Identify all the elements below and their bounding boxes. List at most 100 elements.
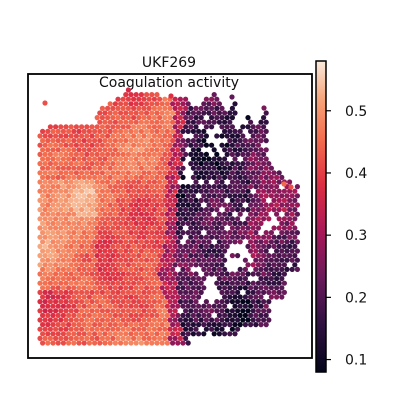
spot — [149, 193, 155, 199]
spot — [71, 285, 77, 291]
spot — [206, 101, 212, 107]
spot — [112, 110, 118, 116]
spot — [235, 170, 241, 176]
spot — [53, 262, 59, 268]
spot — [235, 161, 241, 167]
spot — [102, 119, 108, 125]
spot — [177, 161, 183, 167]
spot — [164, 220, 170, 226]
spot — [112, 119, 118, 125]
spot — [112, 230, 118, 236]
spot — [73, 133, 79, 139]
spot — [79, 124, 85, 130]
spot — [60, 220, 66, 226]
spot — [68, 142, 74, 148]
spot — [193, 299, 199, 305]
spot — [120, 96, 126, 102]
spot — [45, 340, 51, 346]
spot — [164, 331, 170, 337]
spot — [232, 193, 238, 199]
spot — [196, 312, 202, 318]
spot — [92, 248, 98, 254]
spot — [125, 216, 131, 222]
spot — [47, 179, 54, 185]
spot — [232, 147, 238, 153]
spot — [37, 326, 43, 332]
spot — [203, 133, 209, 139]
spot — [138, 184, 144, 190]
spot — [167, 308, 173, 314]
spot — [125, 124, 131, 130]
spot — [214, 96, 220, 102]
spot — [42, 299, 48, 305]
spot — [240, 142, 246, 148]
spot — [151, 317, 157, 323]
spot — [201, 165, 207, 171]
spot — [167, 299, 173, 305]
spot — [271, 225, 277, 231]
spot — [224, 271, 230, 277]
spot — [55, 239, 61, 245]
spot — [107, 193, 113, 199]
spot — [245, 170, 251, 176]
spot — [133, 147, 139, 153]
spot — [94, 335, 100, 341]
spot — [279, 266, 285, 272]
spot — [102, 285, 108, 291]
spot — [40, 239, 46, 245]
spot — [40, 257, 46, 263]
spot — [216, 202, 222, 208]
spot — [172, 188, 178, 194]
spot — [37, 280, 43, 286]
spot — [157, 216, 163, 222]
spot — [276, 188, 282, 194]
spot — [125, 207, 131, 213]
spot — [128, 211, 134, 217]
spot — [141, 234, 147, 240]
spot — [284, 220, 290, 226]
spot — [164, 248, 170, 254]
spot — [92, 202, 98, 208]
spot — [271, 207, 277, 213]
spot — [219, 308, 225, 314]
spot — [144, 276, 150, 282]
spot — [162, 253, 168, 259]
spot — [167, 225, 173, 231]
spot — [68, 225, 74, 231]
spot — [144, 303, 150, 309]
spot — [170, 174, 176, 180]
spot — [193, 243, 199, 249]
spot — [131, 317, 137, 323]
spot — [206, 303, 212, 309]
spot — [157, 280, 163, 286]
spot — [151, 271, 157, 277]
spot — [170, 193, 176, 199]
spot — [180, 294, 186, 300]
spot — [196, 119, 202, 125]
spot — [99, 142, 105, 148]
spot — [89, 234, 95, 240]
spot — [211, 303, 217, 309]
spot — [81, 276, 87, 282]
spot — [235, 280, 241, 286]
spot — [118, 294, 124, 300]
spot — [42, 142, 48, 148]
spot — [123, 331, 129, 337]
spot — [120, 216, 126, 222]
spot — [81, 174, 87, 180]
spot — [128, 239, 134, 245]
spot — [42, 253, 48, 259]
spot — [55, 211, 61, 217]
spot — [250, 207, 256, 213]
spot — [229, 179, 235, 185]
spot — [168, 93, 174, 99]
spot — [180, 303, 186, 309]
spot — [50, 257, 56, 263]
spot — [94, 271, 100, 277]
spot — [172, 308, 178, 314]
spot — [294, 266, 300, 272]
spot — [289, 257, 295, 263]
spot — [53, 216, 59, 222]
spot — [89, 216, 95, 222]
spot — [248, 239, 254, 245]
